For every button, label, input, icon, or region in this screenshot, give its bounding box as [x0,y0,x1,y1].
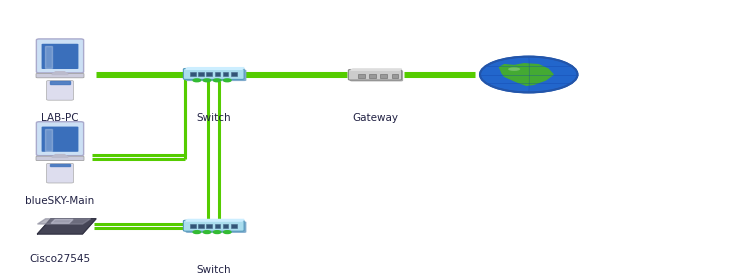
FancyBboxPatch shape [36,122,84,156]
Text: blueSKY-Main: blueSKY-Main [26,196,94,206]
Polygon shape [52,72,68,75]
FancyBboxPatch shape [348,70,402,80]
FancyBboxPatch shape [183,68,244,79]
Circle shape [213,79,221,82]
Bar [198,72,204,76]
FancyBboxPatch shape [46,163,74,183]
Polygon shape [38,219,91,224]
Bar [190,72,196,76]
Bar [369,74,376,78]
FancyBboxPatch shape [185,221,246,233]
Text: LAB-PC: LAB-PC [41,113,79,123]
Bar [206,72,212,76]
Circle shape [480,57,578,92]
Circle shape [203,231,211,233]
FancyBboxPatch shape [350,70,404,81]
Polygon shape [502,64,553,85]
FancyBboxPatch shape [185,70,246,81]
Bar [214,224,220,228]
Polygon shape [38,219,96,234]
Bar [198,224,204,228]
Bar [231,224,236,228]
Polygon shape [44,46,52,68]
FancyBboxPatch shape [41,127,79,152]
FancyBboxPatch shape [36,73,84,78]
FancyBboxPatch shape [36,156,84,161]
Polygon shape [185,219,244,221]
Polygon shape [500,65,517,78]
Bar [358,74,364,78]
Ellipse shape [508,67,520,71]
Polygon shape [51,219,73,223]
Circle shape [193,79,201,82]
Polygon shape [50,81,70,84]
Circle shape [224,79,231,82]
Text: Switch: Switch [196,265,231,275]
Bar [223,72,228,76]
FancyBboxPatch shape [41,44,79,69]
Text: Cisco27545: Cisco27545 [29,254,91,264]
Bar [214,72,220,76]
Polygon shape [52,155,68,157]
Circle shape [193,231,201,233]
Bar [223,224,228,228]
Circle shape [203,79,211,82]
Text: Switch: Switch [196,113,231,123]
Bar [380,74,387,78]
Bar [190,224,196,228]
Circle shape [213,231,221,233]
Polygon shape [350,69,402,70]
Bar [206,224,212,228]
Bar [231,72,236,76]
Bar [392,74,398,78]
Text: Gateway: Gateway [352,113,398,123]
Polygon shape [50,164,70,166]
Polygon shape [44,129,52,151]
FancyBboxPatch shape [36,39,84,73]
Circle shape [224,231,231,233]
Polygon shape [185,68,244,69]
FancyBboxPatch shape [46,81,74,100]
FancyBboxPatch shape [183,220,244,231]
